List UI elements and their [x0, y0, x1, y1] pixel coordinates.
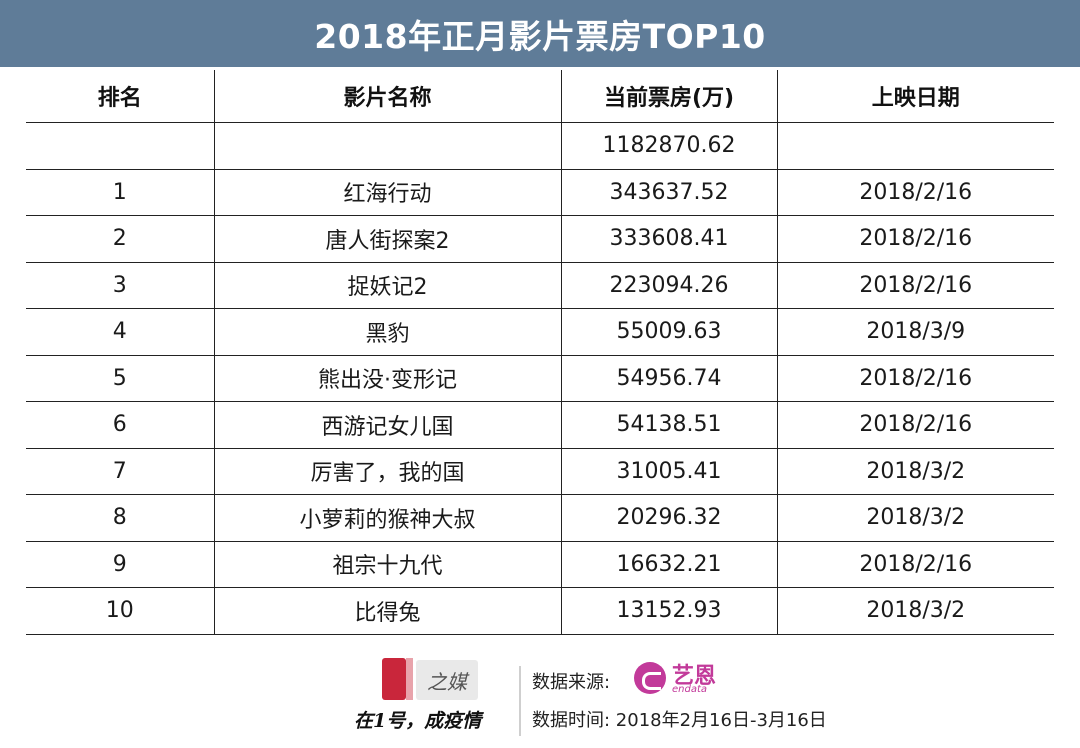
film-name-cell: 熊出没·变形记 [213, 355, 561, 402]
rank-cell: 8 [26, 494, 214, 542]
box-office-cell: 31005.41 [560, 448, 777, 495]
logo-number-mark [382, 658, 413, 700]
box-office-cell: 223094.26 [560, 262, 777, 309]
film-name-cell: 祖宗十九代 [213, 541, 561, 588]
film-name-cell: 黑豹 [213, 308, 561, 356]
endata-brand-cn: 艺恩 [672, 664, 717, 689]
rank-cell: 9 [26, 541, 214, 588]
table-row: 6 西游记女儿国 54138.51 2018/2/16 [26, 401, 1054, 449]
total-box-office: 1182870.62 [560, 122, 777, 170]
release-date-cell: 2018/3/2 [776, 494, 1054, 542]
page-title: 2018年正月影片票房TOP10 [314, 16, 766, 56]
release-date-cell: 2018/3/2 [776, 587, 1054, 635]
table-row: 4 黑豹 55009.63 2018/3/9 [26, 308, 1054, 356]
title-bar: 2018年正月影片票房TOP10 [0, 0, 1080, 67]
box-office-cell: 54956.74 [560, 355, 777, 402]
box-office-cell: 20296.32 [560, 494, 777, 542]
rank-cell: 7 [26, 448, 214, 495]
box-office-cell: 55009.63 [560, 308, 777, 356]
box-office-table: 排名 影片名称 当前票房(万) 上映日期 1182870.62 1 红海行动 3… [26, 70, 1054, 635]
film-name-cell: 比得兔 [213, 587, 561, 635]
total-rank [26, 122, 214, 170]
rank-cell: 6 [26, 401, 214, 449]
film-name-cell: 厉害了，我的国 [213, 448, 561, 495]
table-row: 3 捉妖记2 223094.26 2018/2/16 [26, 262, 1054, 309]
box-office-cell: 16632.21 [560, 541, 777, 588]
table-header-row: 排名 影片名称 当前票房(万) 上映日期 [26, 70, 1054, 123]
footer-divider [519, 666, 521, 736]
release-date-cell: 2018/2/16 [776, 262, 1054, 309]
box-office-cell: 333608.41 [560, 215, 777, 263]
yi-media-logo-icon: 之媒 在1号，成疫情 [352, 656, 512, 746]
total-name [213, 122, 561, 170]
logo-name: 之媒 [416, 660, 478, 700]
release-date-cell: 2018/3/2 [776, 448, 1054, 495]
table-row: 9 祖宗十九代 16632.21 2018/2/16 [26, 541, 1054, 588]
box-office-cell: 13152.93 [560, 587, 777, 635]
box-office-cell: 54138.51 [560, 401, 777, 449]
data-time-label: 数据时间: 2018年2月16日-3月16日 [532, 710, 827, 731]
release-date-cell: 2018/3/9 [776, 308, 1054, 356]
rank-cell: 4 [26, 308, 214, 356]
box-office-cell: 343637.52 [560, 169, 777, 216]
rank-cell: 5 [26, 355, 214, 402]
film-name-cell: 小萝莉的猴神大叔 [213, 494, 561, 542]
table-row: 1 红海行动 343637.52 2018/2/16 [26, 169, 1054, 216]
table-row: 10 比得兔 13152.93 2018/3/2 [26, 587, 1054, 635]
release-date-cell: 2018/2/16 [776, 541, 1054, 588]
rank-cell: 3 [26, 262, 214, 309]
table-row: 7 厉害了，我的国 31005.41 2018/3/2 [26, 448, 1054, 495]
rank-cell: 2 [26, 215, 214, 263]
total-row: 1182870.62 [26, 122, 1054, 170]
header-release-date: 上映日期 [776, 70, 1054, 123]
endata-logo-icon: 艺恩 endata [634, 660, 744, 696]
header-box-office: 当前票房(万) [560, 70, 777, 123]
rank-cell: 10 [26, 587, 214, 635]
table-row: 5 熊出没·变形记 54956.74 2018/2/16 [26, 355, 1054, 402]
film-name-cell: 红海行动 [213, 169, 561, 216]
header-rank: 排名 [26, 70, 214, 123]
source-label: 数据来源: [532, 672, 611, 693]
endata-brand-en: endata [672, 684, 708, 695]
header-film-name: 影片名称 [213, 70, 561, 123]
footer: 之媒 在1号，成疫情 数据来源: 艺恩 endata 数据时间: 2018年2月… [0, 648, 1080, 748]
logo-slogan: 在1号，成疫情 [354, 710, 482, 732]
release-date-cell: 2018/2/16 [776, 215, 1054, 263]
rank-cell: 1 [26, 169, 214, 216]
endata-mark [634, 662, 666, 694]
release-date-cell: 2018/2/16 [776, 401, 1054, 449]
table-row: 8 小萝莉的猴神大叔 20296.32 2018/3/2 [26, 494, 1054, 542]
film-name-cell: 西游记女儿国 [213, 401, 561, 449]
film-name-cell: 捉妖记2 [213, 262, 561, 309]
total-date [776, 122, 1054, 170]
film-name-cell: 唐人街探案2 [213, 215, 561, 263]
table-row: 2 唐人街探案2 333608.41 2018/2/16 [26, 215, 1054, 263]
release-date-cell: 2018/2/16 [776, 355, 1054, 402]
release-date-cell: 2018/2/16 [776, 169, 1054, 216]
